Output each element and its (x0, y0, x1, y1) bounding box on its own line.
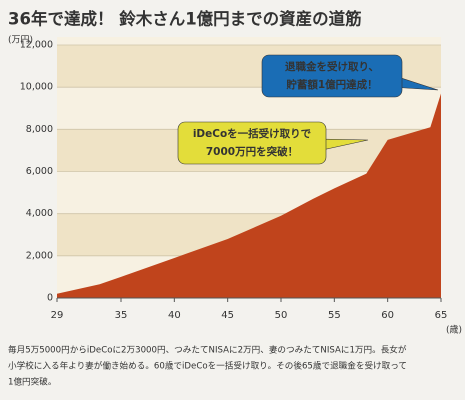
x-tick-label: 60 (381, 310, 394, 321)
x-tick-label: 45 (221, 310, 234, 321)
x-unit: (歳) (446, 324, 462, 336)
y-tick-label: 10,000 (20, 82, 53, 93)
area (57, 93, 441, 298)
chart-title: 36年で達成！ 鈴木さん1億円までの資産の道筋 (8, 9, 362, 29)
caption: 小学校に入る年より妻が働き始める。60歳でiDeCoを一括受け取り。その後65歳… (8, 360, 407, 372)
callout-text: 退職金を受け取り、 (285, 60, 379, 73)
x-tick-label: 40 (168, 310, 181, 321)
y-unit: (万円) (8, 35, 33, 46)
y-tick-label: 12,000 (20, 40, 53, 51)
caption: 毎月5万5000円からiDeCoに2万3000円、つみたてNISAに2万円、妻の… (8, 344, 407, 356)
y-tick-label: 2,000 (26, 250, 53, 261)
caption: 1億円突破。 (8, 376, 56, 388)
callout (261, 54, 403, 98)
y-tick-label: 6,000 (26, 166, 53, 177)
y-tick-label: 0 (47, 293, 53, 304)
callout-text: 貯蓄額1億円達成！ (286, 78, 377, 91)
y-tick-label: 4,000 (26, 208, 53, 219)
callout-text: iDeCoを一括受け取りで (193, 127, 312, 140)
y-tick-label: 8,000 (26, 124, 53, 135)
x-tick-label: 55 (328, 310, 341, 321)
x-tick-label: 65 (435, 310, 448, 321)
band (57, 37, 441, 45)
callout-text: 7000万円を突破！ (206, 145, 298, 158)
x-tick-label: 29 (51, 310, 64, 321)
callout (177, 121, 327, 165)
x-tick-label: 35 (115, 310, 128, 321)
x-tick-label: 50 (275, 310, 288, 321)
